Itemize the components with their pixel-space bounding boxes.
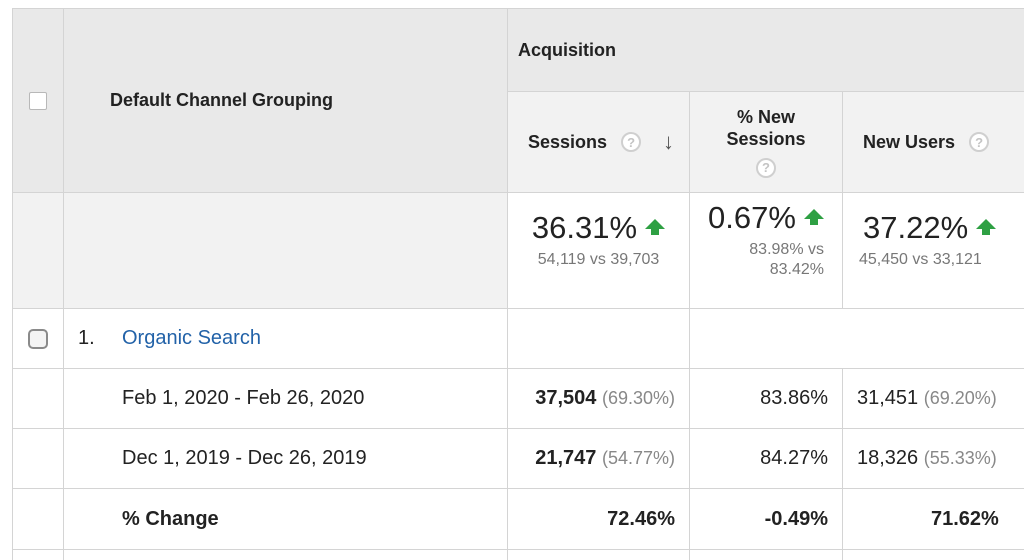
period-label: Feb 1, 2020 - Feb 26, 2020 bbox=[63, 368, 508, 429]
new-sessions-value: 83.86% bbox=[689, 368, 843, 429]
row-spacer bbox=[689, 549, 843, 560]
new-users-value: 18,326 bbox=[857, 447, 919, 469]
row-spacer bbox=[12, 428, 64, 489]
sessions-cell: 37,504 (69.30%) bbox=[507, 368, 690, 429]
select-all-checkbox[interactable] bbox=[29, 91, 47, 110]
table-row: % Change 72.46% -0.49% 71.62% bbox=[12, 488, 1024, 550]
channel-link-organic-search[interactable]: Organic Search bbox=[122, 327, 261, 349]
row-checkbox[interactable] bbox=[28, 328, 48, 349]
table-row: 1. Organic Search bbox=[12, 308, 1024, 369]
change-label: % Change bbox=[63, 488, 508, 550]
sessions-value: 37,504 bbox=[535, 387, 597, 409]
sessions-pct: (69.30%) bbox=[601, 388, 675, 408]
summary-new-sessions-change: 0.67% bbox=[708, 199, 796, 235]
new-users-value: 31,451 bbox=[857, 387, 919, 409]
up-arrow-icon bbox=[976, 218, 997, 235]
summary-new-sessions: 0.67% 83.98% vs 83.42% bbox=[689, 192, 843, 309]
row-select-cell bbox=[12, 308, 64, 369]
summary-sessions-change: 36.31% bbox=[531, 209, 638, 245]
sessions-change-value: 72.46% bbox=[507, 488, 690, 550]
new-sessions-change-value: -0.49% bbox=[689, 488, 843, 550]
help-icon[interactable]: ? bbox=[621, 132, 642, 152]
summary-label-cell bbox=[63, 192, 508, 309]
table-row: Dec 1, 2019 - Dec 26, 2019 21,747 (54.77… bbox=[12, 428, 1024, 489]
table-row: Feb 1, 2020 - Feb 26, 2020 37,504 (69.30… bbox=[12, 368, 1024, 429]
new-users-change-value: 71.62% bbox=[841, 488, 1024, 550]
row-spacer bbox=[12, 488, 64, 550]
row-spacer bbox=[63, 549, 508, 560]
empty-cell bbox=[507, 308, 690, 369]
summary-new-users-change: 37.22% bbox=[863, 209, 969, 245]
report-table: Default Channel Grouping Acquisition Ses… bbox=[12, 8, 1024, 560]
summary-sessions: 36.31% 54,119 vs 39,703 bbox=[507, 192, 690, 309]
row-spacer bbox=[12, 368, 64, 429]
row-spacer bbox=[12, 549, 64, 560]
help-icon[interactable]: ? bbox=[969, 132, 990, 152]
summary-new-sessions-detail: 83.98% vs 83.42% bbox=[749, 240, 824, 278]
sessions-value: 21,747 bbox=[535, 447, 597, 469]
new-sessions-header-label: % New Sessions bbox=[726, 107, 806, 150]
help-icon[interactable]: ? bbox=[756, 157, 776, 178]
row-index: 1. bbox=[78, 327, 95, 349]
row-spacer bbox=[507, 549, 690, 560]
up-arrow-icon bbox=[645, 218, 666, 235]
column-header-new-users[interactable]: New Users ? bbox=[841, 91, 1024, 193]
new-users-pct: (55.33%) bbox=[923, 448, 997, 468]
summary-sessions-detail: 54,119 vs 39,703 bbox=[537, 250, 660, 268]
summary-new-users-detail: 45,450 vs 33,121 bbox=[859, 250, 982, 268]
new-users-cell: 18,326 (55.33%) bbox=[841, 428, 1024, 489]
channel-cell: 1. Organic Search bbox=[63, 308, 508, 369]
arrow-down-icon[interactable]: ↓ bbox=[663, 129, 675, 154]
acquisition-label: Acquisition bbox=[518, 39, 616, 60]
new-users-header-label: New Users bbox=[863, 131, 956, 152]
period-label: Dec 1, 2019 - Dec 26, 2019 bbox=[63, 428, 508, 489]
summary-new-users: 37.22% 45,450 vs 33,121 bbox=[841, 192, 1024, 309]
column-header-default-channel-grouping[interactable]: Default Channel Grouping bbox=[63, 8, 508, 193]
grouping-header-label: Default Channel Grouping bbox=[110, 90, 333, 110]
column-header-new-sessions[interactable]: % New Sessions ? bbox=[689, 91, 843, 193]
sessions-cell: 21,747 (54.77%) bbox=[507, 428, 690, 489]
new-users-cell: 31,451 (69.20%) bbox=[841, 368, 1024, 429]
row-spacer bbox=[841, 549, 1024, 560]
new-sessions-value: 84.27% bbox=[689, 428, 843, 489]
acquisition-header: Acquisition bbox=[506, 8, 1024, 92]
sessions-pct: (54.77%) bbox=[601, 448, 675, 468]
up-arrow-icon bbox=[803, 208, 824, 225]
select-all-cell bbox=[12, 8, 64, 193]
summary-spacer bbox=[12, 192, 64, 309]
empty-cell bbox=[688, 308, 1024, 369]
sessions-header-label: Sessions bbox=[528, 131, 608, 152]
new-users-pct: (69.20%) bbox=[923, 388, 997, 408]
column-header-sessions[interactable]: Sessions ? ↓ bbox=[507, 91, 690, 193]
